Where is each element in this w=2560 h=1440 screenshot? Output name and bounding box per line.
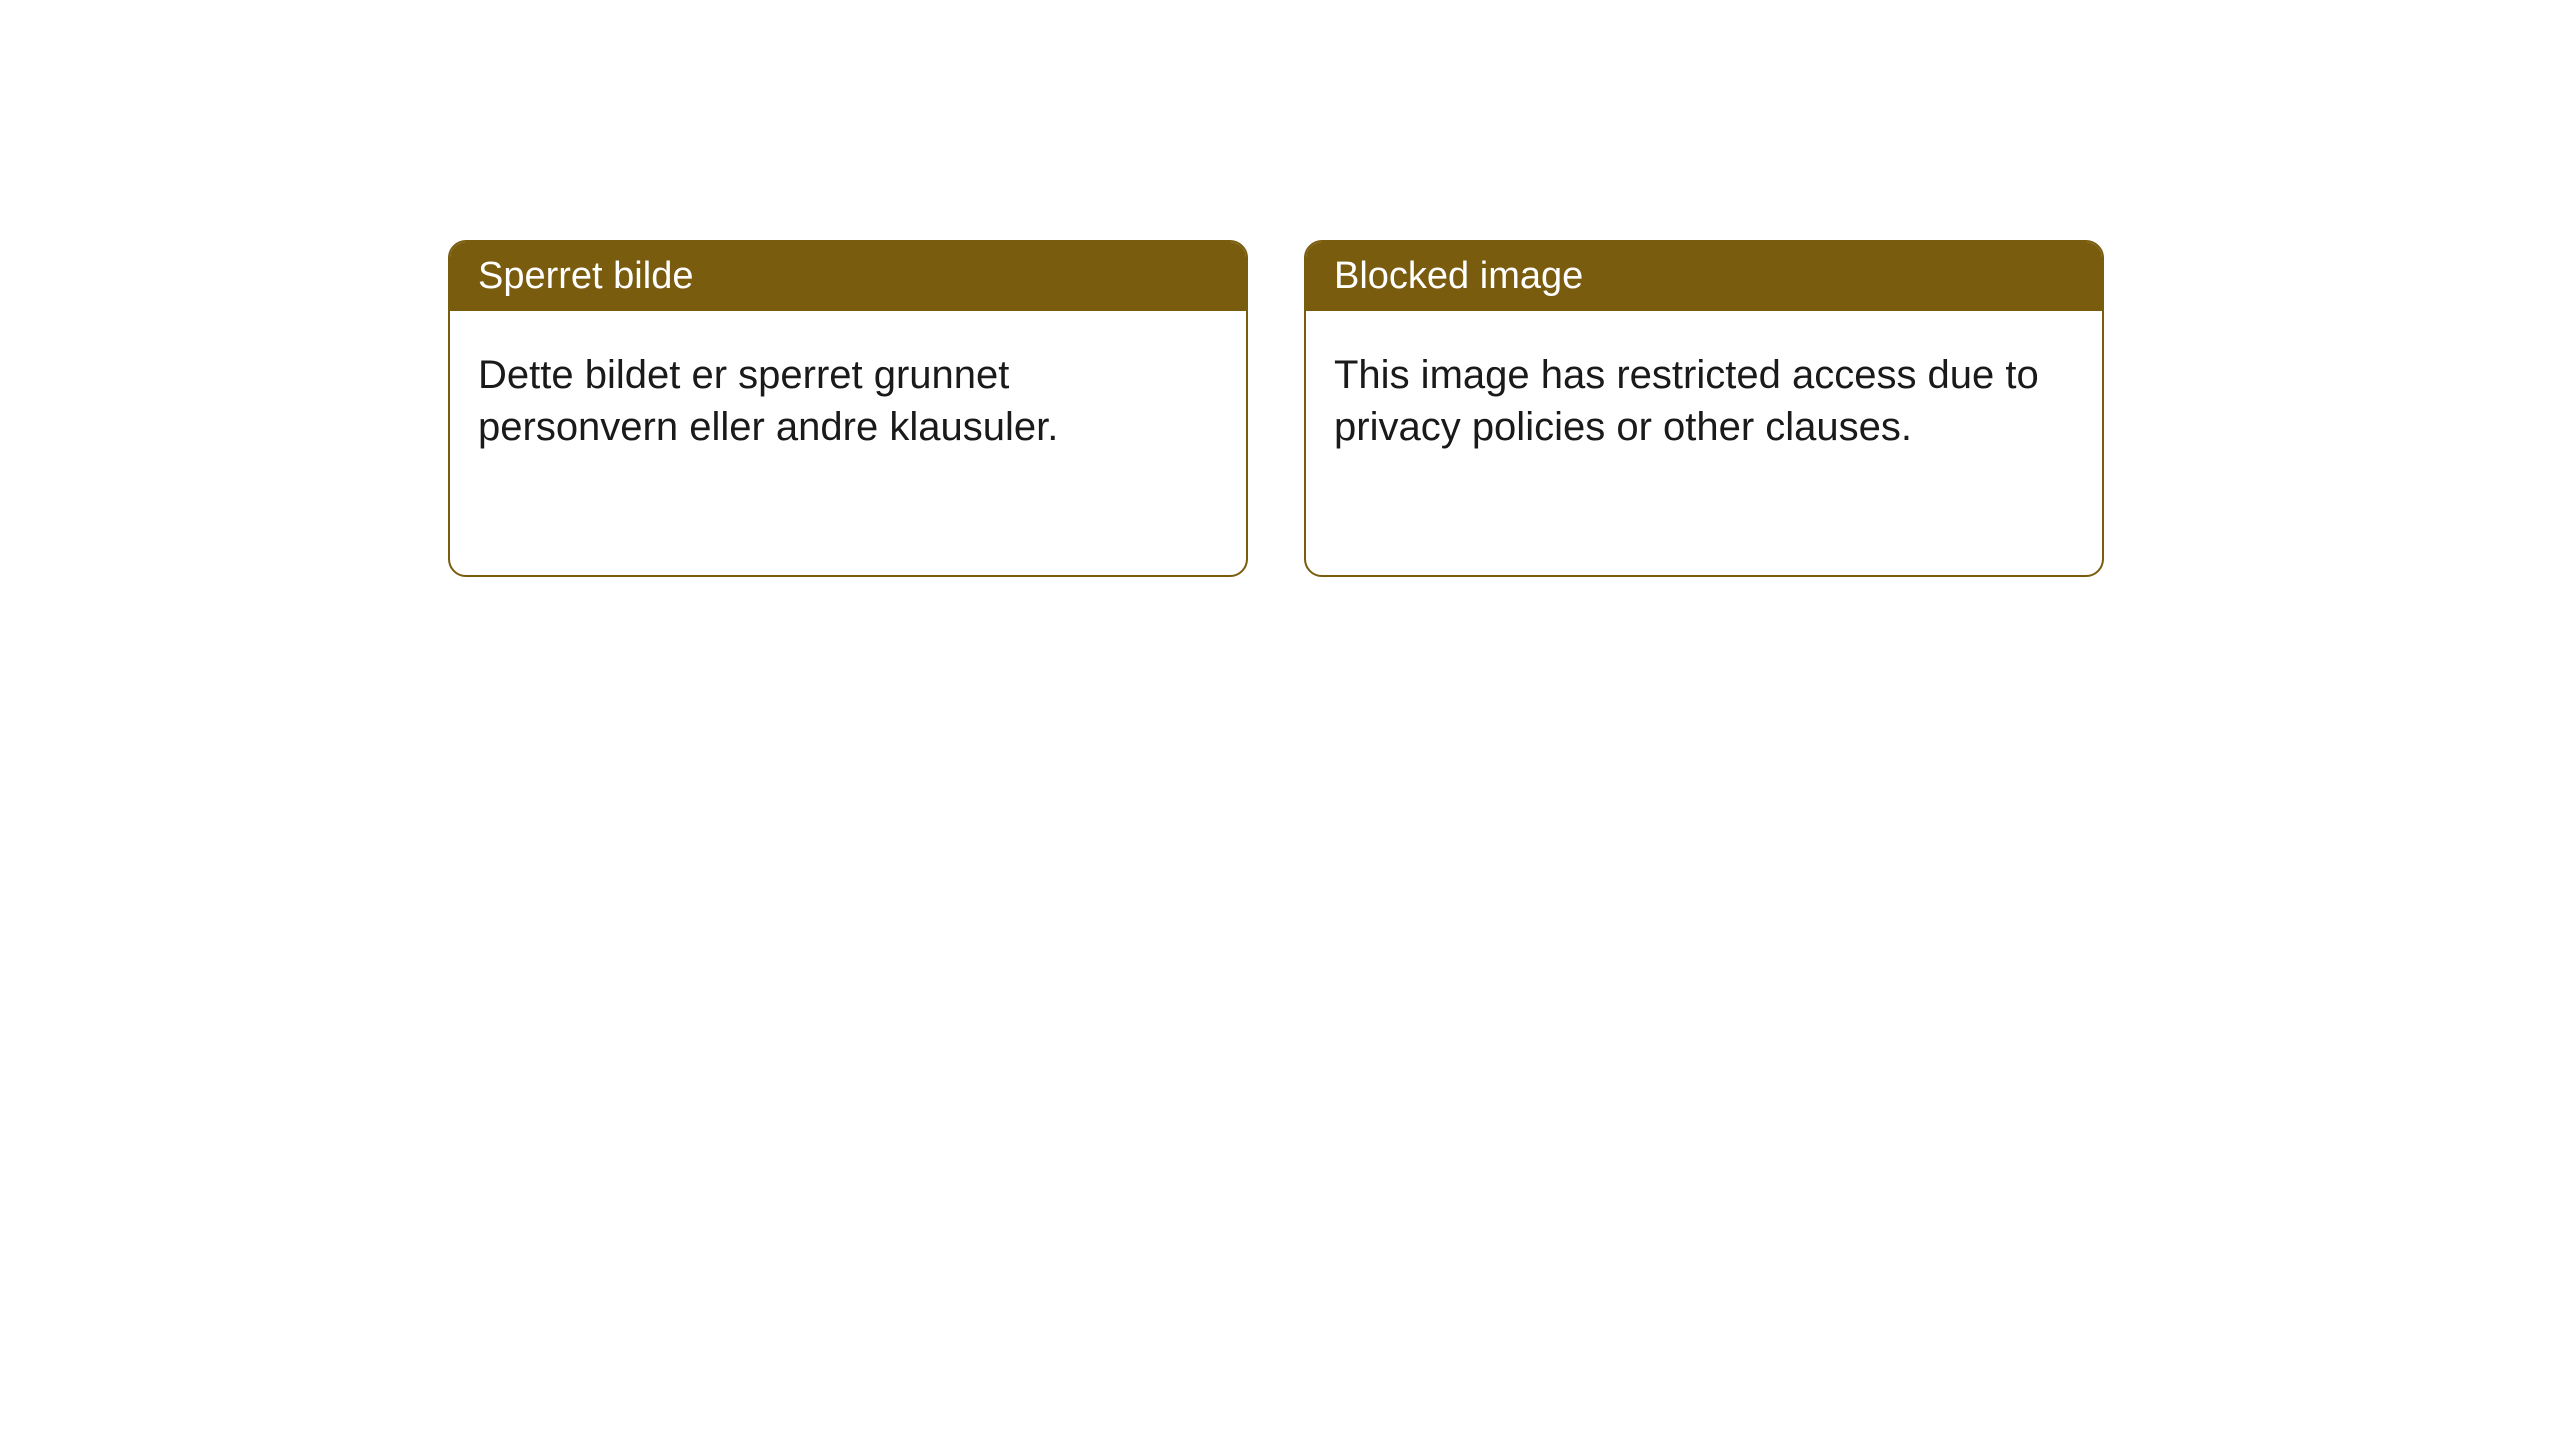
card-title-en: Blocked image: [1306, 242, 2102, 311]
card-body-en: This image has restricted access due to …: [1306, 311, 2102, 481]
blocked-image-card-en: Blocked image This image has restricted …: [1304, 240, 2104, 577]
card-container: Sperret bilde Dette bildet er sperret gr…: [0, 0, 2560, 577]
card-body-no: Dette bildet er sperret grunnet personve…: [450, 311, 1246, 481]
card-title-no: Sperret bilde: [450, 242, 1246, 311]
blocked-image-card-no: Sperret bilde Dette bildet er sperret gr…: [448, 240, 1248, 577]
